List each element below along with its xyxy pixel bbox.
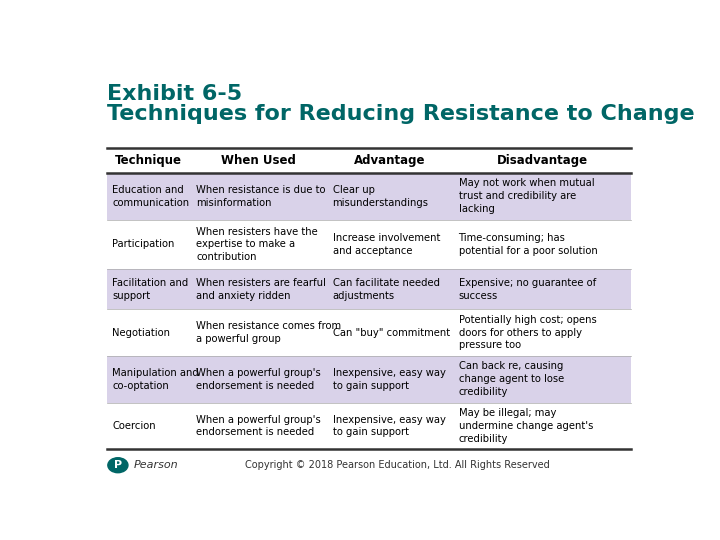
Bar — [107, 309, 631, 356]
Bar — [107, 403, 631, 449]
Bar — [107, 356, 631, 403]
Text: When a powerful group's
endorsement is needed: When a powerful group's endorsement is n… — [197, 368, 321, 390]
Circle shape — [108, 458, 128, 472]
Text: Coercion: Coercion — [112, 421, 156, 431]
Bar — [107, 148, 631, 173]
Text: Advantage: Advantage — [354, 154, 426, 167]
Text: Negotiation: Negotiation — [112, 327, 171, 338]
Text: Inexpensive, easy way
to gain support: Inexpensive, easy way to gain support — [333, 415, 446, 437]
Bar — [107, 173, 631, 220]
Text: Technique: Technique — [115, 154, 182, 167]
Text: Education and
communication: Education and communication — [112, 185, 189, 208]
Text: Potentially high cost; opens
doors for others to apply
pressure too: Potentially high cost; opens doors for o… — [459, 315, 596, 350]
Text: Techniques for Reducing Resistance to Change: Techniques for Reducing Resistance to Ch… — [107, 104, 694, 124]
Text: Time-consuming; has
potential for a poor solution: Time-consuming; has potential for a poor… — [459, 233, 598, 256]
Text: Can facilitate needed
adjustments: Can facilitate needed adjustments — [333, 278, 440, 301]
Text: P: P — [114, 460, 122, 470]
Text: When resistance comes from
a powerful group: When resistance comes from a powerful gr… — [197, 321, 341, 344]
Text: When a powerful group's
endorsement is needed: When a powerful group's endorsement is n… — [197, 415, 321, 437]
Text: May be illegal; may
undermine change agent's
credibility: May be illegal; may undermine change age… — [459, 408, 593, 444]
Text: Pearson: Pearson — [133, 460, 178, 470]
Text: May not work when mutual
trust and credibility are
lacking: May not work when mutual trust and credi… — [459, 179, 594, 214]
Text: Manipulation and
co-optation: Manipulation and co-optation — [112, 368, 199, 390]
Text: Copyright © 2018 Pearson Education, Ltd. All Rights Reserved: Copyright © 2018 Pearson Education, Ltd.… — [245, 460, 549, 470]
Text: Clear up
misunderstandings: Clear up misunderstandings — [333, 185, 428, 208]
Text: Can back re, causing
change agent to lose
credibility: Can back re, causing change agent to los… — [459, 361, 564, 397]
Bar — [107, 269, 631, 309]
Text: Expensive; no guarantee of
success: Expensive; no guarantee of success — [459, 278, 595, 301]
Text: When resistance is due to
misinformation: When resistance is due to misinformation — [197, 185, 325, 208]
Text: When resisters are fearful
and anxiety ridden: When resisters are fearful and anxiety r… — [197, 278, 326, 301]
Text: Disadvantage: Disadvantage — [497, 154, 588, 167]
Bar — [107, 220, 631, 269]
Text: Increase involvement
and acceptance: Increase involvement and acceptance — [333, 233, 440, 256]
Text: Participation: Participation — [112, 239, 175, 249]
Text: Can "buy" commitment: Can "buy" commitment — [333, 327, 450, 338]
Text: Inexpensive, easy way
to gain support: Inexpensive, easy way to gain support — [333, 368, 446, 390]
Text: When resisters have the
expertise to make a
contribution: When resisters have the expertise to mak… — [197, 227, 318, 262]
Text: Exhibit 6-5: Exhibit 6-5 — [107, 84, 242, 104]
Text: Facilitation and
support: Facilitation and support — [112, 278, 189, 301]
Text: When Used: When Used — [222, 154, 297, 167]
